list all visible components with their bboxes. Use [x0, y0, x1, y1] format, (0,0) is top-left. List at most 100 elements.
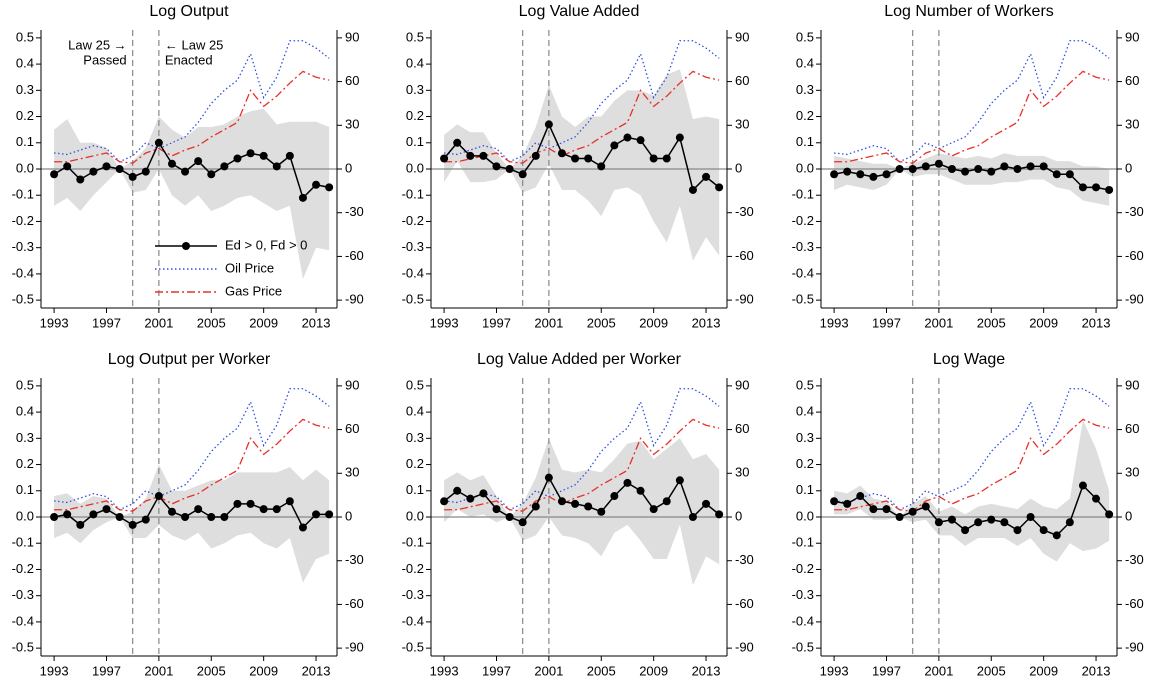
x-tick-label: 2005: [197, 315, 226, 330]
coefficient-marker: [1105, 510, 1114, 519]
coefficient-marker: [128, 520, 137, 529]
y-tick-label: 0.1: [406, 482, 424, 497]
y-tick-label: -0.4: [792, 265, 814, 280]
coefficient-marker: [259, 505, 268, 514]
y2-tick-label: 90: [1125, 29, 1139, 44]
annotation: Law 25 →: [68, 37, 127, 52]
coefficient-marker: [688, 185, 697, 194]
price-line: [834, 40, 1110, 163]
coefficient-marker: [895, 513, 904, 521]
y-tick-label: -0.4: [12, 613, 34, 628]
y-tick-label: -0.4: [12, 265, 34, 280]
panel-title: Log Number of Workers: [884, 3, 1054, 20]
confidence-band: [54, 108, 330, 280]
y2-tick-label: -90: [1125, 640, 1144, 655]
y-tick-label: 0.1: [796, 482, 814, 497]
coefficient-marker: [1039, 526, 1048, 535]
coefficient-marker: [662, 154, 671, 163]
x-tick-label: 2009: [639, 663, 668, 678]
y2-tick-label: 90: [345, 377, 359, 392]
x-tick-label: 2009: [249, 663, 278, 678]
y-tick-label: 0.5: [406, 29, 424, 44]
coefficient-marker: [649, 154, 658, 163]
coefficient-marker: [154, 492, 163, 501]
y2-tick-label: 60: [345, 421, 359, 436]
coefficient-marker: [181, 167, 190, 176]
coefficient-marker: [610, 492, 619, 501]
x-tick-label: 2013: [302, 315, 331, 330]
y-tick-label: -0.2: [792, 561, 814, 576]
x-tick-label: 1993: [40, 663, 69, 678]
coefficient-marker: [571, 154, 580, 163]
y-tick-label: 0.5: [796, 377, 814, 392]
coefficient-marker: [623, 478, 632, 487]
x-tick-label: 2009: [1029, 315, 1058, 330]
x-tick-label: 1993: [430, 663, 459, 678]
coefficient-marker: [298, 523, 307, 532]
coefficient-marker: [908, 165, 917, 173]
y-tick-label: 0.2: [796, 108, 814, 123]
y-tick-label: 0.3: [406, 430, 424, 445]
y-tick-label: 0.0: [796, 508, 814, 523]
coefficient-marker: [675, 133, 684, 142]
coefficient-marker: [115, 513, 124, 521]
coefficient-marker: [830, 170, 839, 179]
price-line: [444, 40, 720, 163]
price-line: [444, 418, 720, 512]
x-tick-label: 2001: [534, 315, 563, 330]
coefficient-marker: [987, 167, 996, 176]
coefficient-marker: [597, 162, 606, 171]
coefficient-marker: [141, 515, 150, 524]
coefficient-marker: [128, 172, 137, 181]
y-tick-label: -0.3: [792, 239, 814, 254]
coefficient-marker: [89, 510, 98, 519]
y2-tick-label: 30: [735, 117, 749, 132]
coefficient-marker: [531, 151, 540, 160]
coefficient-marker: [961, 167, 970, 176]
coefficient-line: [833, 162, 1110, 191]
y-tick-label: 0.3: [16, 82, 34, 97]
x-tick-label: 2013: [692, 663, 721, 678]
coefficient-marker: [649, 505, 658, 514]
coefficient-marker: [453, 486, 462, 495]
coefficient-marker: [544, 473, 553, 482]
y-tick-label: 0.5: [796, 29, 814, 44]
coefficient-marker: [440, 154, 449, 163]
coefficient-marker: [688, 513, 697, 521]
panel-title: Log Wage: [933, 351, 1005, 368]
panel-title: Log Value Added: [519, 3, 640, 20]
coefficient-marker: [285, 497, 294, 506]
y-tick-label: 0.2: [16, 456, 34, 471]
coefficient-marker: [1052, 170, 1061, 179]
x-tick-label: 1993: [820, 663, 849, 678]
x-tick-label: 1997: [92, 315, 121, 330]
coefficient-marker: [325, 510, 334, 519]
y-tick-label: 0.3: [406, 82, 424, 97]
coefficient-marker: [518, 170, 527, 179]
coefficient-marker: [453, 138, 462, 147]
coefficient-marker: [194, 505, 203, 514]
coefficient-marker: [1052, 531, 1061, 540]
price-line: [834, 70, 1110, 164]
coefficient-marker: [856, 492, 865, 501]
y2-tick-label: 60: [735, 421, 749, 436]
coefficient-marker: [479, 151, 488, 160]
x-tick-label: 2005: [977, 315, 1006, 330]
y-tick-label: -0.5: [12, 292, 34, 307]
coefficient-marker: [544, 120, 553, 129]
x-tick-label: 2013: [692, 315, 721, 330]
coefficient-marker: [76, 520, 85, 529]
x-tick-label: 2001: [144, 663, 173, 678]
coefficient-marker: [466, 151, 475, 160]
coefficient-marker: [220, 513, 229, 521]
coefficient-marker: [869, 505, 878, 514]
coefficient-marker: [584, 502, 593, 511]
y-tick-label: 0.0: [796, 160, 814, 175]
coefficient-marker: [1065, 518, 1074, 527]
confidence-band: [444, 69, 720, 261]
y-tick-label: -0.5: [792, 640, 814, 655]
panel: Log Value Added 0.5 0.4 0.3 0.2 0.1 0.0 -0.1 -0.…: [402, 3, 754, 330]
y-tick-label: 0.0: [16, 160, 34, 175]
y-tick-label: -0.3: [402, 587, 424, 602]
y2-tick-label: 30: [1125, 117, 1139, 132]
